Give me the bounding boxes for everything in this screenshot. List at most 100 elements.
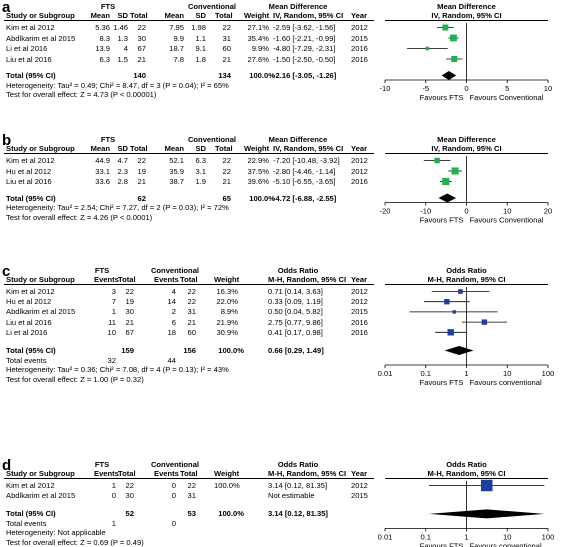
study-cell: 39.6% (247, 177, 269, 186)
header-rule (4, 20, 374, 21)
favours-left-label: Favours FTS (420, 541, 464, 547)
study-cell: 18.7 (169, 44, 184, 53)
effect-header: Mean Difference (268, 2, 328, 11)
study-cell: 1 (111, 307, 116, 317)
favours-right-label: Favours Conventional (470, 93, 544, 102)
overall-effect: Test for overall effect: Z = 4.73 (P < 0… (6, 90, 157, 99)
column-header: Total (215, 11, 233, 20)
group-header: Conventional (187, 135, 237, 144)
favours-right-label: Favours conventional (470, 378, 542, 387)
total-n2: 134 (218, 71, 231, 80)
x-tick-label: 100 (542, 369, 555, 378)
study-cell: -2.59 [-3.62, -1.56] (273, 23, 336, 32)
study-cell: 5.36 (95, 23, 110, 32)
study-cell: 0.50 [0.04, 5.82] (268, 307, 323, 317)
x-tick-label: 10 (503, 207, 511, 216)
study-cell: 2 (171, 307, 176, 317)
column-header: Events (154, 275, 179, 284)
study-cell: Hu et al 2012 (6, 166, 52, 176)
study-cell: 22 (187, 481, 196, 490)
column-header: Total (130, 11, 148, 20)
study-cell: 21 (125, 317, 134, 327)
plot-subtitle: IV, Random, 95% CI (431, 144, 502, 153)
panel-letter: d (2, 457, 12, 474)
study-cell: 22 (125, 287, 134, 296)
group-header: FTS (94, 266, 110, 275)
study-cell: 9.9% (251, 44, 269, 53)
total-ci: 3.14 [0.12, 81.35] (268, 509, 328, 519)
study-cell: 11 (108, 317, 116, 327)
column-header: Weight (244, 144, 270, 153)
study-cell: 1.5 (117, 54, 128, 64)
plot-title: Odds Ratio (446, 460, 487, 469)
study-cell: 22 (222, 166, 231, 176)
favours-left-label: Favours FTS (420, 93, 464, 102)
study-cell: 9.9 (173, 33, 184, 43)
column-header: Mean (164, 144, 184, 153)
study-cell: 14 (167, 297, 176, 307)
x-tick-label: 0.01 (378, 532, 393, 541)
plot-subtitle: M-H, Random, 95% CI (427, 275, 506, 284)
column-header: IV, Random, 95% CI (273, 144, 344, 153)
study-point-marker (480, 479, 493, 492)
study-cell: -2.80 [-4.46, -1.14] (273, 166, 336, 176)
study-cell: 0.33 [0.09, 1.19] (268, 297, 323, 307)
x-tick-label: 0.1 (420, 369, 431, 378)
study-cell: -1.60 [-2.21, -0.99] (273, 33, 336, 43)
total-n2: 156 (183, 346, 196, 355)
study-cell: 22.9% (247, 156, 269, 165)
study-cell: 9.1 (195, 44, 206, 53)
study-point-marker (447, 329, 454, 336)
study-cell: -5.10 [-6.55, -3.65] (273, 177, 336, 186)
total-ci: -2.16 [-3.05, -1.26] (273, 71, 337, 80)
study-cell: 3.14 [0.12, 81.35] (268, 481, 328, 490)
study-cell: 22.0% (216, 297, 238, 307)
study-cell: 1.8 (195, 54, 206, 64)
group-header: FTS (100, 135, 116, 144)
study-cell: 21 (137, 54, 146, 64)
study-cell: 21 (222, 54, 231, 64)
column-header: Total (118, 275, 136, 284)
study-cell: 10 (107, 327, 116, 337)
total-label: Total (95% CI) (6, 509, 56, 519)
study-cell: 60 (222, 44, 231, 53)
column-header: Weight (214, 275, 240, 284)
column-header: Year (351, 11, 368, 20)
effect-header: Odds Ratio (277, 266, 319, 275)
study-cell: 0.71 [0.14, 3.63] (268, 287, 323, 296)
study-cell: 60 (187, 327, 196, 337)
study-cell: 2016 (351, 177, 368, 186)
panel-letter: b (2, 132, 12, 149)
x-tick-label: -10 (380, 84, 391, 93)
study-cell: 2012 (351, 297, 368, 307)
study-cell: 31 (187, 307, 196, 317)
study-cell: 67 (137, 44, 146, 53)
study-cell: 33.1 (95, 166, 110, 176)
total-n1: 140 (133, 71, 146, 80)
study-cell: 2016 (351, 327, 368, 337)
study-cell: Hu et al 2012 (6, 297, 52, 307)
pooled-estimate-diamond (441, 71, 457, 80)
x-tick-label: -20 (380, 207, 391, 216)
study-cell: 0 (171, 481, 176, 490)
study-cell: 37.5% (247, 166, 269, 176)
study-cell: 21 (137, 177, 146, 186)
study-cell: 67 (125, 327, 134, 337)
study-cell: 0.41 [0.17, 0.98] (268, 327, 323, 337)
study-cell: 1.3 (117, 33, 128, 43)
study-cell: Kim et al 2012 (6, 481, 55, 490)
study-cell: Kim et al 2012 (6, 156, 55, 165)
total-n2: 65 (222, 193, 231, 203)
study-point-marker (442, 24, 449, 31)
study-cell: 19 (137, 166, 146, 176)
study-cell: 1.1 (195, 33, 206, 43)
study-cell: -1.50 [-2.50, -0.50] (273, 54, 336, 64)
total-label: Total (95% CI) (6, 71, 56, 80)
x-tick-label: -5 (422, 84, 429, 93)
total-ci: 0.66 [0.29, 1.49] (268, 346, 324, 355)
pooled-estimate-diamond (428, 509, 545, 519)
